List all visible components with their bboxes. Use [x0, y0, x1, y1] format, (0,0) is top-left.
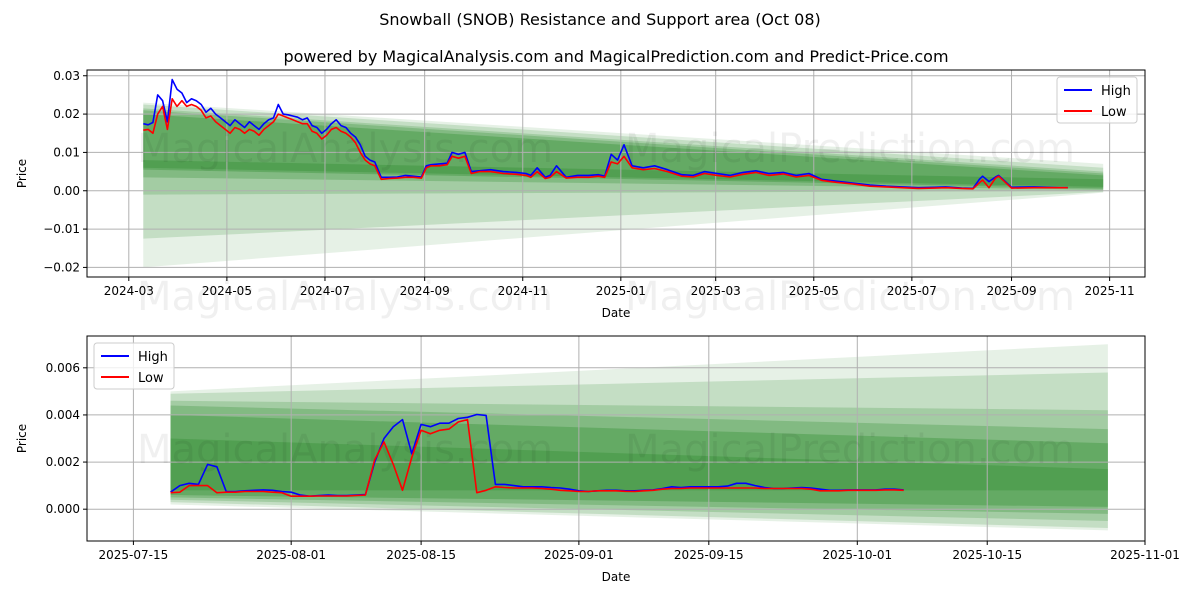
x-axis-ticks: 2024-03 2024-05 2024-07 2024-09 2024-11 2025-…: [104, 277, 1135, 298]
legend: High Low: [1056, 76, 1138, 124]
watermark-analysis: MagicalAnalysis.com: [137, 274, 553, 320]
watermark-prediction: MagicalPrediction.com: [625, 427, 1075, 473]
band-layer-3: [143, 110, 1104, 190]
y-tick-label: 0.004: [46, 408, 80, 422]
y-tick-label: 0.01: [53, 145, 80, 159]
plot-full-history: MagicalAnalysis.com MagicalPrediction.co…: [15, 69, 1146, 320]
x-axis-label: Date: [602, 570, 631, 584]
y-tick-label: 0.02: [53, 107, 80, 121]
price-lines: [143, 78, 1068, 190]
x-tick-label: 2025-10-01: [822, 548, 892, 562]
x-tick-label: 2024-03: [104, 284, 154, 298]
y-tick-label: 0.000: [46, 502, 80, 516]
gridlines: [87, 336, 1146, 541]
chart-subtitle: powered by MagicalAnalysis.com and Magic…: [283, 47, 948, 66]
legend-label-high: High: [138, 350, 168, 365]
watermark-prediction: MagicalPrediction.com: [625, 126, 1075, 172]
x-tick-label: 2025-08-01: [256, 548, 326, 562]
y-axis-ticks: 0.03 0.02 0.01 0.00 −0.01 −0.02: [43, 69, 87, 274]
y-tick-label: −0.02: [43, 260, 80, 274]
x-tick-label: 2025-01: [596, 284, 646, 298]
x-tick-label: 2024-09: [400, 284, 450, 298]
band-layer-2: [143, 108, 1104, 195]
x-tick-label: 2025-03: [691, 284, 741, 298]
x-tick-label: 2025-07: [887, 284, 937, 298]
x-tick-label: 2024-11: [498, 284, 548, 298]
x-tick-label: 2025-09-15: [674, 548, 744, 562]
band-layer-0: [143, 102, 1104, 268]
band-layer-5: [143, 160, 1104, 187]
x-tick-label: 2025-09: [986, 284, 1036, 298]
chart-title: Snowball (SNOB) Resistance and Support a…: [379, 10, 821, 29]
plot-frame: [86, 335, 1146, 542]
series-line-high: [143, 78, 1068, 190]
watermarks: MagicalAnalysis.com MagicalPrediction.co…: [137, 126, 1075, 320]
x-tick-label: 2024-05: [202, 284, 252, 298]
support-resistance-bands: [143, 102, 1104, 268]
legend: High Low: [93, 342, 175, 390]
legend-label-low: Low: [1101, 105, 1127, 120]
series-line-low: [143, 98, 1068, 190]
plot-frame: [86, 69, 1146, 278]
y-tick-label: 0.00: [53, 184, 80, 198]
band-layer-1: [143, 104, 1104, 239]
band-layer-3: [170, 405, 1108, 514]
plot-recent-zoom: MagicalAnalysis.com MagicalPrediction.co…: [15, 335, 1180, 584]
x-tick-label: 2025-11: [1085, 284, 1135, 298]
y-tick-label: 0.006: [46, 361, 80, 375]
x-tick-label: 2025-05: [789, 284, 839, 298]
y-axis-label: Price: [15, 424, 29, 453]
x-tick-label: 2025-09-01: [544, 548, 614, 562]
band-layer-5: [170, 438, 1108, 491]
y-axis-ticks: 0.006 0.004 0.002 0.000: [46, 361, 87, 516]
watermark-prediction: MagicalPrediction.com: [625, 274, 1075, 320]
legend-label-low: Low: [138, 371, 164, 386]
y-tick-label: 0.03: [53, 69, 80, 83]
x-tick-label: 2025-07-15: [99, 548, 169, 562]
x-tick-label: 2025-11-01: [1110, 548, 1180, 562]
x-axis-ticks: 2025-07-15 2025-08-01 2025-08-15 2025-09-01…: [99, 541, 1180, 562]
legend-label-high: High: [1101, 84, 1131, 99]
series-line-low: [170, 418, 904, 497]
x-axis-label: Date: [602, 306, 631, 320]
x-tick-label: 2025-10-15: [952, 548, 1022, 562]
x-tick-label: 2024-07: [300, 284, 350, 298]
band-layer-4: [143, 114, 1104, 189]
y-axis-label: Price: [15, 159, 29, 188]
price-lines: [170, 413, 904, 497]
y-tick-label: −0.01: [43, 222, 80, 236]
y-tick-label: 0.002: [46, 455, 80, 469]
x-tick-label: 2025-08-15: [386, 548, 456, 562]
